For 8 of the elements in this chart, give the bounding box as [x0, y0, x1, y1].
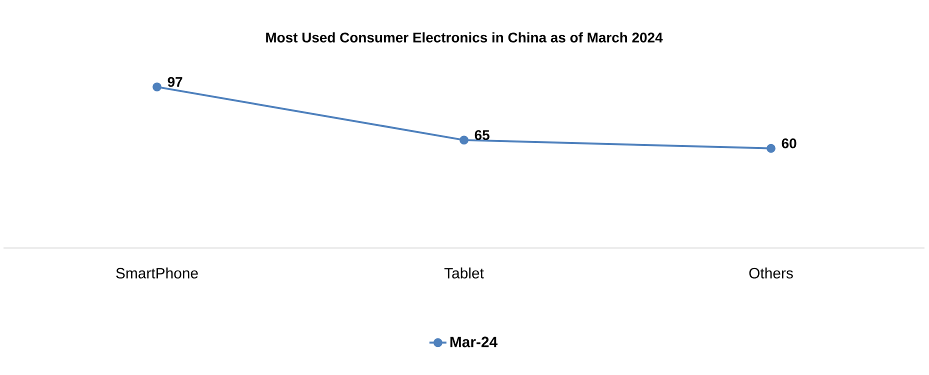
- x-tick-label: Others: [749, 268, 793, 278]
- data-label: 60: [782, 138, 796, 148]
- chart-title: Most Used Consumer Electronics in China as of March 2024: [266, 32, 663, 42]
- x-tick-label: SmartPhone: [116, 268, 198, 278]
- data-label: 97: [168, 76, 182, 87]
- x-tick-label: Tablet: [444, 268, 484, 278]
- data-label: 65: [474, 130, 490, 140]
- legend-label: Mar-24: [450, 336, 498, 348]
